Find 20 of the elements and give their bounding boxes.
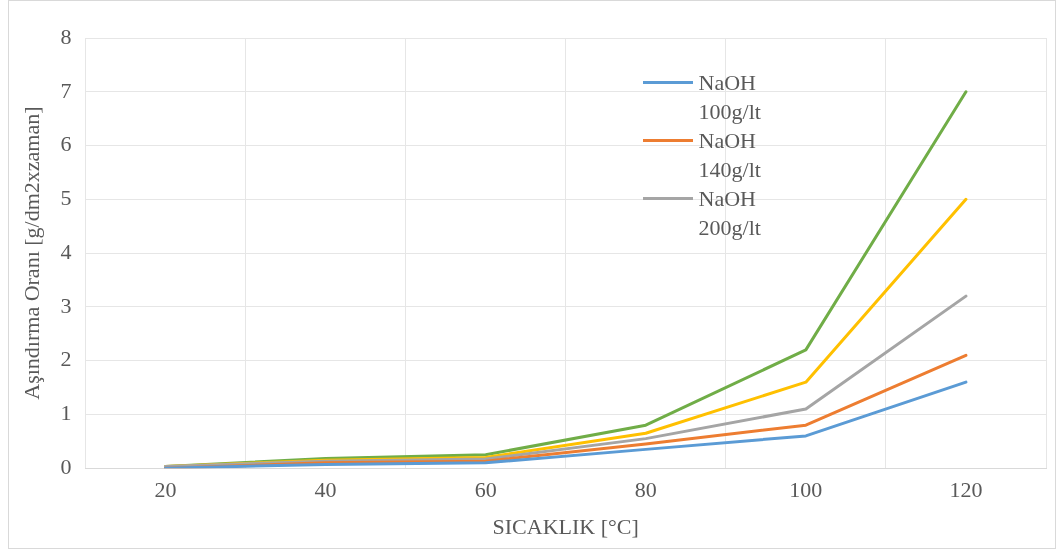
x-tick-label: 20 [154,477,177,503]
y-axis-title: Aşındırma Oranı [g/dm2xzaman] [18,106,44,400]
y-tick-label: 5 [60,185,72,211]
x-tick-label: 80 [634,477,657,503]
x-tick-label: 100 [789,477,823,503]
x-axis-title: SICAKLIK [°C] [492,513,639,539]
y-tick-label: 4 [60,238,72,264]
legend-label: NaOH 200g/lt [698,185,762,242]
y-tick-label: 2 [60,346,72,372]
x-tick-label: 40 [314,477,337,503]
y-tick-label: 7 [60,77,72,103]
y-tick-label: 3 [60,292,72,318]
legend-label: NaOH 140g/lt [698,127,762,184]
y-tick-label: 1 [60,400,72,426]
x-tick-label: 60 [474,477,497,503]
legend-label: NaOH 100g/lt [698,69,762,126]
y-tick-label: 8 [60,23,72,49]
y-tick-label: 6 [60,131,72,157]
x-tick-label: 120 [949,477,983,503]
y-tick-label: 0 [60,453,72,479]
